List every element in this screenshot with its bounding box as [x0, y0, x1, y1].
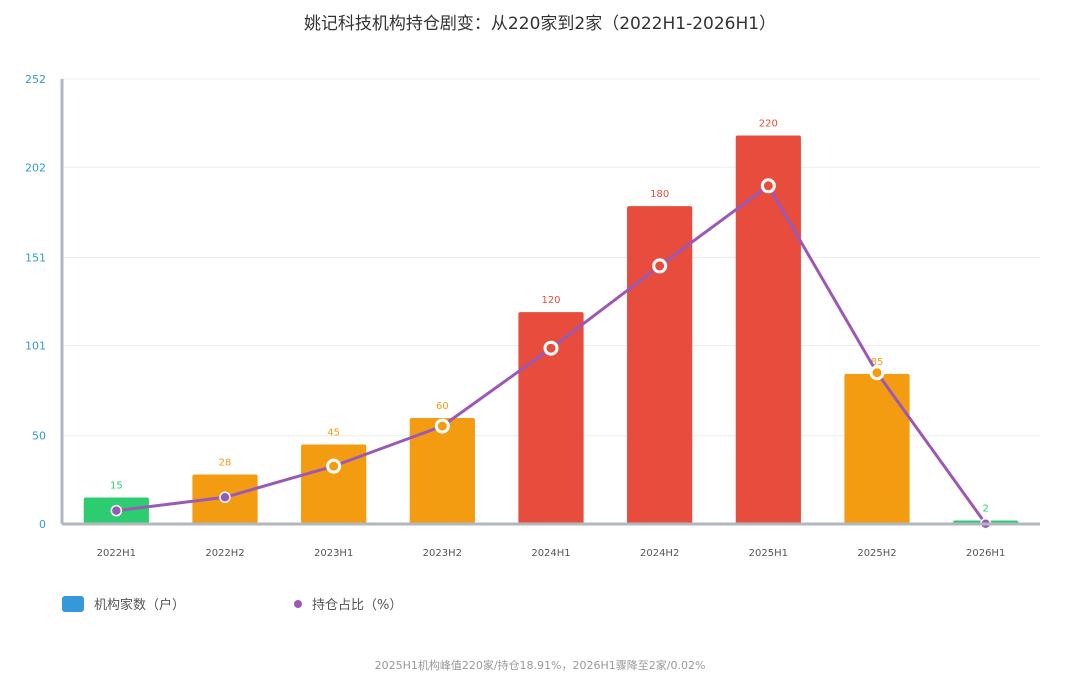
share-point [869, 365, 885, 381]
bar [518, 312, 584, 524]
legend-line-swatch [294, 599, 302, 608]
x-tick-label: 2022H2 [205, 548, 244, 559]
bar [735, 135, 801, 524]
x-tick-label: 2023H1 [314, 548, 353, 559]
footer-note: 2025H1机构峰值220家/持仓18.91%，2026H1骤降至2家/0.02… [374, 659, 706, 672]
y-tick-label: 50 [32, 430, 46, 443]
share-point [110, 504, 123, 517]
legend-line-label: 持仓占比（%） [312, 598, 403, 613]
x-tick-label: 2024H1 [531, 548, 570, 559]
share-point [652, 258, 668, 274]
bar [627, 206, 693, 524]
bar-value-label: 28 [219, 458, 232, 469]
share-point [219, 491, 231, 504]
share-point [543, 340, 559, 356]
x-tick-label: 2026H1 [966, 548, 1005, 559]
bar-value-label: 85 [871, 357, 884, 368]
bar [301, 444, 367, 524]
share-point [326, 458, 342, 474]
legend-item-bars[interactable]: 机构家数（户） [62, 594, 185, 613]
bar [409, 418, 475, 524]
bars [83, 135, 1019, 524]
y-tick-label: 101 [25, 340, 46, 353]
y-tick-label: 202 [25, 161, 46, 174]
bar-value-label: 15 [110, 481, 123, 492]
y-tick-label: 151 [25, 251, 46, 264]
x-tick-label: 2024H2 [640, 548, 679, 559]
x-tick-label: 2025H1 [749, 548, 788, 559]
legend-bar-swatch [62, 595, 84, 612]
bar [844, 373, 910, 524]
bar-value-label: 120 [541, 295, 560, 306]
share-point [434, 418, 450, 434]
bar-value-label: 60 [436, 401, 449, 412]
y-axis: 0 50 101 151 202 252 [25, 73, 64, 531]
y-tick-label: 0 [39, 518, 46, 531]
bar-value-label: 180 [650, 189, 669, 200]
bar-value-label: 2 [982, 503, 988, 514]
share-point [760, 178, 776, 194]
chart-title: 姚记科技机构持仓剧变：从220家到2家（2022H1-2026H1） [303, 14, 777, 34]
x-tick-label: 2022H1 [97, 548, 136, 559]
bar-value-label: 220 [759, 119, 778, 130]
y-tick-label: 252 [25, 73, 46, 86]
legend-item-line[interactable]: 持仓占比（%） [294, 594, 402, 613]
share-line [110, 178, 992, 530]
x-axis: 2022H1 2022H2 2023H1 2023H2 2024H1 2024H2 2025… [62, 522, 1040, 559]
x-tick-label: 2023H2 [423, 548, 462, 559]
bar-value-labels: 15 28 45 60 120 180 220 85 2 [110, 119, 989, 515]
bar-value-label: 45 [327, 428, 340, 439]
x-tick-label: 2025H2 [857, 548, 896, 559]
legend-bar-label: 机构家数（户） [94, 598, 186, 613]
